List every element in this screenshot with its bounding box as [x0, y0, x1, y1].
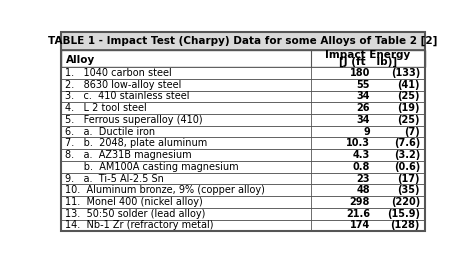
Text: 4.3: 4.3	[353, 150, 370, 160]
Text: 23: 23	[356, 174, 370, 183]
Text: 10.3: 10.3	[346, 138, 370, 148]
Bar	[61, 173, 425, 184]
Text: 55: 55	[356, 80, 370, 90]
Text: 14.  Nb-1 Zr (refractory metal): 14. Nb-1 Zr (refractory metal)	[65, 221, 214, 230]
Text: (35): (35)	[398, 185, 420, 195]
Bar	[61, 208, 425, 220]
Bar	[61, 32, 425, 50]
Text: 9: 9	[364, 127, 370, 137]
Text: 34: 34	[356, 91, 370, 102]
Text: (128): (128)	[391, 221, 420, 230]
Bar	[61, 161, 425, 173]
Text: (25): (25)	[398, 115, 420, 125]
Text: (41): (41)	[398, 80, 420, 90]
Text: TABLE 1 - Impact Test (Charpy) Data for some Alloys of Table 2 [2]: TABLE 1 - Impact Test (Charpy) Data for …	[48, 36, 438, 46]
Text: (15.9): (15.9)	[387, 209, 420, 219]
Text: (0.6): (0.6)	[394, 162, 420, 172]
Text: 180: 180	[350, 68, 370, 78]
Text: 4.   L 2 tool steel: 4. L 2 tool steel	[65, 103, 147, 113]
Text: 7.   b.  2048, plate aluminum: 7. b. 2048, plate aluminum	[65, 138, 208, 148]
Text: (220): (220)	[391, 197, 420, 207]
Text: 34: 34	[356, 115, 370, 125]
Text: 48: 48	[356, 185, 370, 195]
Text: (25): (25)	[398, 91, 420, 102]
Text: (19): (19)	[398, 103, 420, 113]
Text: (3.2): (3.2)	[394, 150, 420, 160]
Text: 2.   8630 low-alloy steel: 2. 8630 low-alloy steel	[65, 80, 182, 90]
Text: 3.   c.  410 stainless steel: 3. c. 410 stainless steel	[65, 91, 190, 102]
Text: 8.   a.  AZ31B magnesium: 8. a. AZ31B magnesium	[65, 150, 192, 160]
Text: Alloy: Alloy	[65, 56, 95, 66]
Bar	[61, 102, 425, 114]
Bar	[61, 67, 425, 79]
Text: 174: 174	[350, 221, 370, 230]
Text: (17): (17)	[398, 174, 420, 183]
Text: 6.   a.  Ductile iron: 6. a. Ductile iron	[65, 127, 155, 137]
Bar	[61, 91, 425, 102]
Text: 298: 298	[350, 197, 370, 207]
Text: 9.   a.  Ti-5 Al-2.5 Sn: 9. a. Ti-5 Al-2.5 Sn	[65, 174, 164, 183]
Text: b.  AM100A casting magnesium: b. AM100A casting magnesium	[65, 162, 239, 172]
Bar	[61, 138, 425, 149]
Bar	[61, 184, 425, 196]
Bar	[61, 114, 425, 126]
Text: [J (ft   lb)]: [J (ft lb)]	[339, 57, 397, 67]
Bar	[61, 126, 425, 138]
Text: (133): (133)	[391, 68, 420, 78]
Text: 10.  Aluminum bronze, 9% (copper alloy): 10. Aluminum bronze, 9% (copper alloy)	[65, 185, 265, 195]
Bar	[61, 220, 425, 231]
Text: 0.8: 0.8	[353, 162, 370, 172]
Text: (7): (7)	[404, 127, 420, 137]
Text: 13.  50:50 solder (lead alloy): 13. 50:50 solder (lead alloy)	[65, 209, 206, 219]
Text: 11.  Monel 400 (nickel alloy): 11. Monel 400 (nickel alloy)	[65, 197, 203, 207]
Text: (7.6): (7.6)	[394, 138, 420, 148]
Text: Impact Energy: Impact Energy	[325, 50, 410, 60]
Text: 5.   Ferrous superalloy (410): 5. Ferrous superalloy (410)	[65, 115, 203, 125]
Text: 1.   1040 carbon steel: 1. 1040 carbon steel	[65, 68, 172, 78]
Bar	[61, 196, 425, 208]
Bar	[61, 50, 425, 67]
Text: 26: 26	[356, 103, 370, 113]
Bar	[61, 79, 425, 91]
Bar	[61, 149, 425, 161]
Text: 21.6: 21.6	[346, 209, 370, 219]
